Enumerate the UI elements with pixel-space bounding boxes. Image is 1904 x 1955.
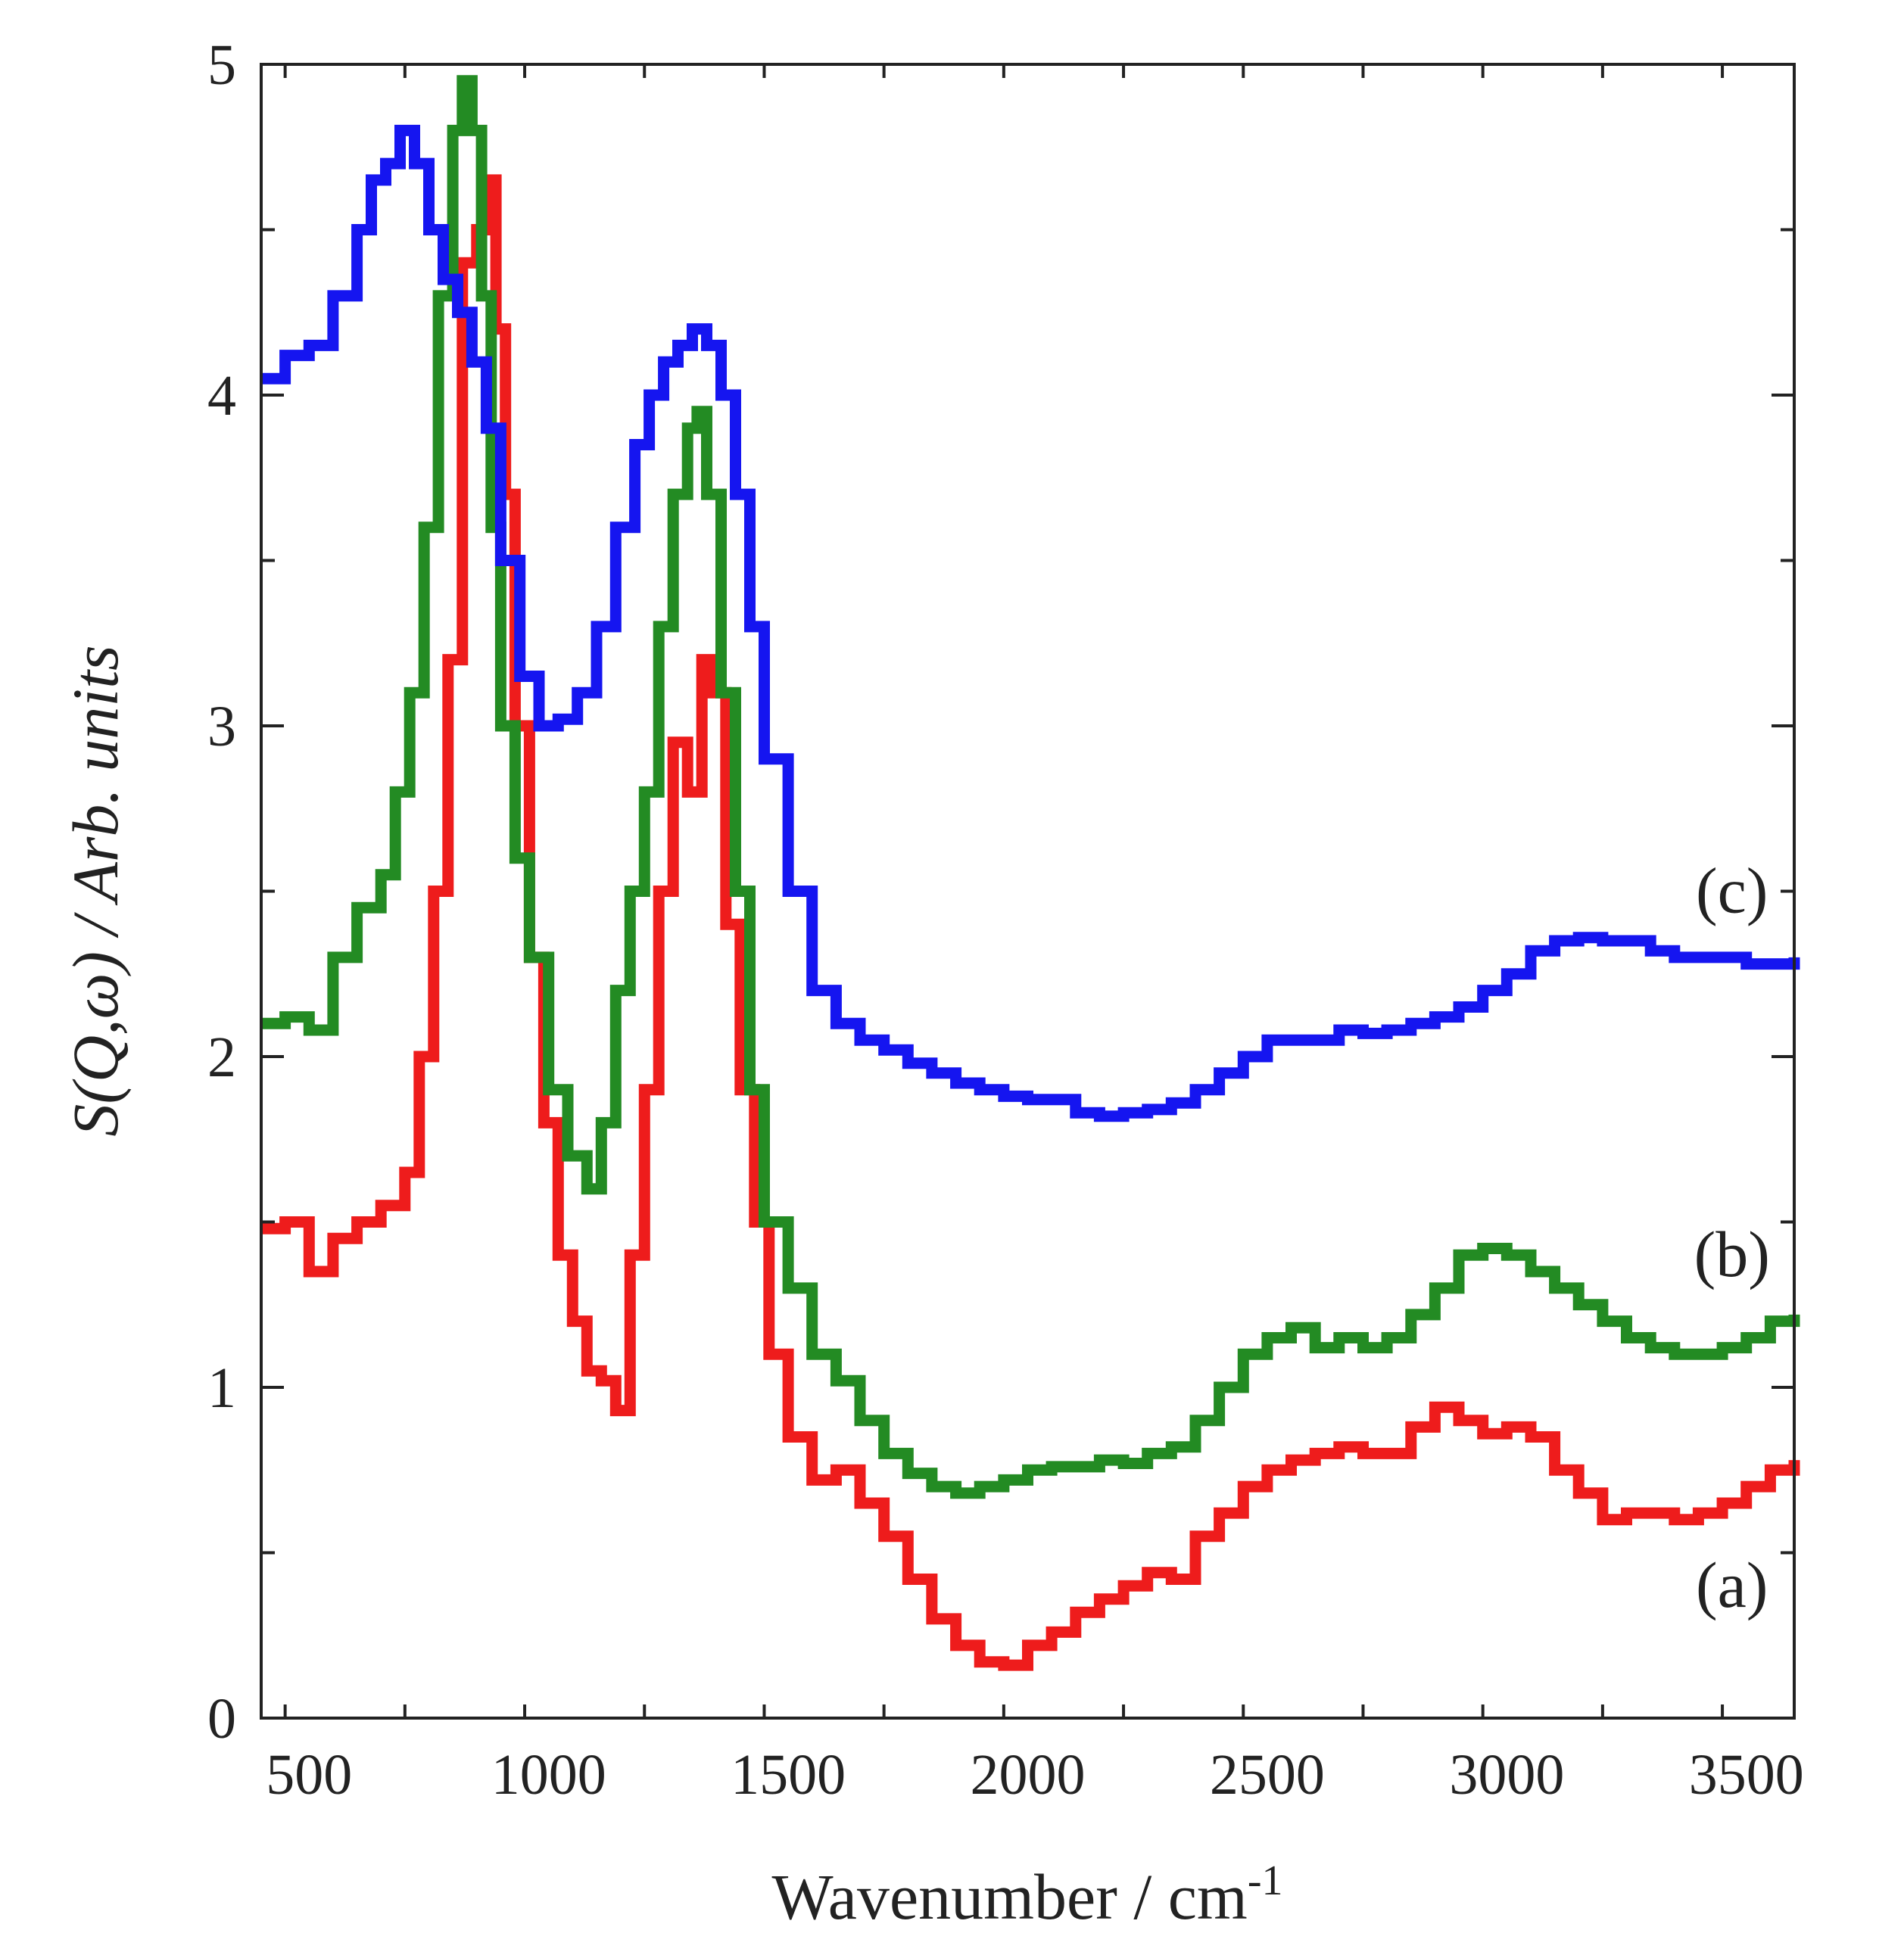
series-layer	[261, 75, 1800, 1671]
x-tick-label: 2500	[1210, 1743, 1325, 1807]
y-tick-label: 4	[207, 364, 236, 428]
x-tick-label: 1500	[731, 1743, 846, 1807]
series-line-3	[261, 124, 1800, 1122]
x-tick-label: 1000	[491, 1743, 606, 1807]
x-tick-label: 500	[266, 1743, 352, 1807]
y-tick-label: 5	[207, 33, 236, 97]
series-line-2	[261, 75, 1800, 1499]
y-tick-label: 0	[207, 1687, 236, 1751]
series-labels: (c) (b) (a)	[1694, 855, 1770, 1622]
x-tick-label: 2000	[971, 1743, 1086, 1807]
y-axis-title: S(Q,ω) / Arb. units	[59, 645, 132, 1136]
y-tick-label: 2	[207, 1026, 236, 1089]
y-tick-label: 1	[207, 1356, 236, 1420]
x-axis: 500 1000 1500 2000 2500 3000 3500	[266, 64, 1804, 1807]
y-tick-label: 3	[207, 695, 236, 758]
x-tick-label: 3000	[1449, 1743, 1564, 1807]
x-axis-title: Wavenumber / cm-1	[772, 1857, 1283, 1933]
y-axis: 0 1 2 3 4 5	[207, 33, 1794, 1751]
x-tick-label: 3500	[1689, 1743, 1804, 1807]
x-axis-title-superscript: -1	[1248, 1857, 1283, 1904]
series-label: (a)	[1696, 1549, 1768, 1621]
series-line-1	[261, 174, 1800, 1671]
x-axis-title-text: Wavenumber / cm	[772, 1860, 1248, 1933]
series-label: (c)	[1696, 855, 1768, 927]
series-label: (b)	[1694, 1218, 1770, 1290]
